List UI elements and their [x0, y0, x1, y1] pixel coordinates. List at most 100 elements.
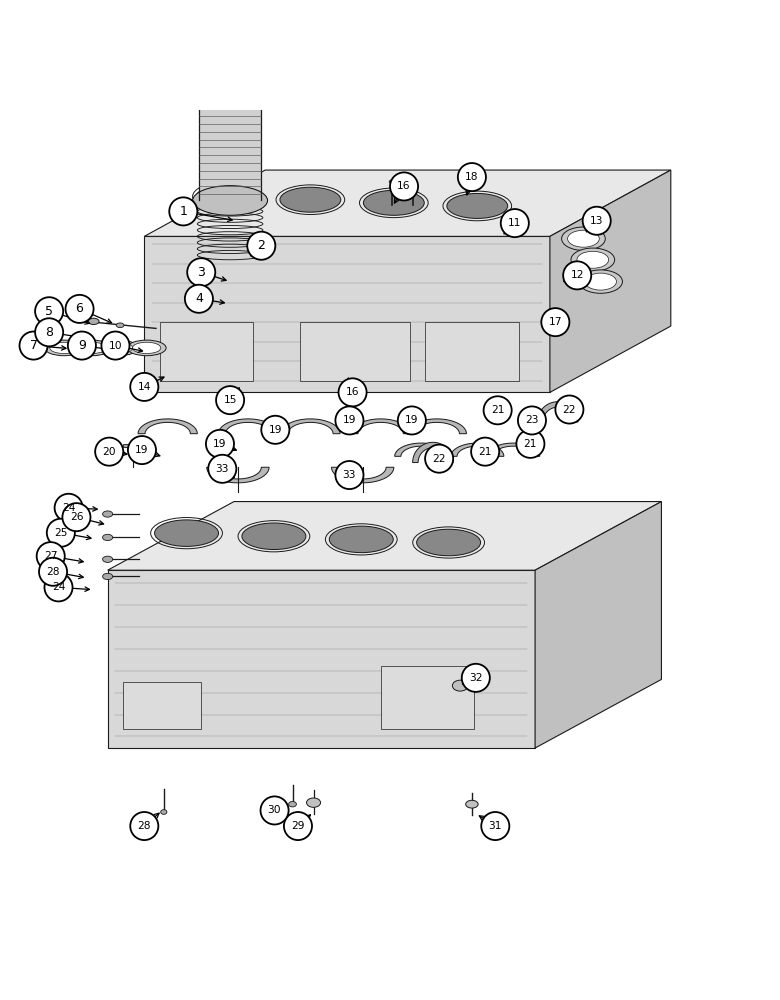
Circle shape: [481, 812, 509, 840]
Ellipse shape: [99, 340, 138, 356]
Text: 7: 7: [30, 339, 37, 352]
Ellipse shape: [417, 529, 480, 556]
Ellipse shape: [103, 556, 113, 562]
Ellipse shape: [154, 520, 218, 546]
Circle shape: [39, 558, 67, 586]
Text: 29: 29: [291, 821, 305, 831]
Polygon shape: [537, 402, 578, 422]
Text: 33: 33: [342, 470, 356, 480]
Text: 22: 22: [432, 454, 446, 464]
Polygon shape: [108, 570, 535, 748]
Circle shape: [583, 207, 611, 235]
Circle shape: [130, 812, 158, 840]
Text: 22: 22: [562, 405, 576, 415]
Text: 32: 32: [469, 673, 483, 683]
Polygon shape: [144, 170, 671, 236]
Circle shape: [335, 406, 363, 434]
Ellipse shape: [73, 340, 112, 356]
Circle shape: [35, 318, 63, 346]
Polygon shape: [207, 467, 269, 483]
Polygon shape: [535, 502, 661, 748]
Circle shape: [425, 445, 453, 473]
Circle shape: [247, 232, 275, 260]
Circle shape: [130, 373, 158, 401]
Text: 13: 13: [590, 216, 604, 226]
Circle shape: [206, 430, 234, 458]
Ellipse shape: [577, 251, 608, 268]
Ellipse shape: [466, 800, 478, 808]
Ellipse shape: [88, 318, 99, 325]
Ellipse shape: [562, 227, 605, 250]
Ellipse shape: [193, 186, 268, 215]
Circle shape: [35, 297, 63, 325]
Ellipse shape: [579, 270, 622, 293]
Circle shape: [37, 542, 65, 570]
Text: 26: 26: [69, 512, 83, 522]
Circle shape: [187, 258, 215, 286]
Ellipse shape: [447, 193, 508, 218]
Circle shape: [555, 395, 583, 424]
Ellipse shape: [571, 248, 615, 271]
Text: 24: 24: [62, 503, 76, 513]
Text: 19: 19: [342, 415, 356, 425]
Circle shape: [169, 197, 197, 225]
Ellipse shape: [50, 342, 78, 354]
Text: 18: 18: [465, 172, 479, 182]
Text: 21: 21: [523, 439, 537, 449]
Ellipse shape: [78, 342, 106, 354]
Polygon shape: [407, 419, 466, 434]
Text: 14: 14: [137, 382, 151, 392]
Ellipse shape: [103, 511, 113, 517]
Ellipse shape: [585, 273, 616, 290]
Ellipse shape: [329, 526, 393, 553]
Ellipse shape: [133, 342, 161, 354]
Text: 31: 31: [488, 821, 502, 831]
Text: 5: 5: [45, 305, 53, 318]
Text: 28: 28: [46, 567, 60, 577]
Text: 8: 8: [45, 326, 53, 339]
Ellipse shape: [197, 184, 257, 209]
Circle shape: [518, 406, 546, 434]
Circle shape: [339, 378, 367, 406]
Text: 19: 19: [135, 445, 149, 455]
Ellipse shape: [103, 534, 113, 541]
Ellipse shape: [568, 230, 599, 247]
Ellipse shape: [410, 180, 417, 184]
Text: 11: 11: [508, 218, 522, 228]
Circle shape: [458, 163, 486, 191]
Circle shape: [284, 812, 312, 840]
Circle shape: [563, 261, 591, 289]
Circle shape: [261, 416, 289, 444]
Polygon shape: [395, 443, 448, 456]
Circle shape: [68, 332, 96, 360]
Circle shape: [44, 573, 73, 601]
Text: 4: 4: [195, 292, 203, 305]
Text: 19: 19: [213, 439, 227, 449]
Text: 2: 2: [257, 239, 265, 252]
Text: 27: 27: [44, 551, 58, 561]
Ellipse shape: [127, 340, 166, 356]
Text: 24: 24: [51, 582, 66, 592]
Ellipse shape: [363, 190, 424, 215]
Polygon shape: [425, 322, 519, 381]
Text: 21: 21: [478, 447, 492, 457]
Circle shape: [541, 308, 569, 336]
Polygon shape: [300, 322, 410, 381]
Polygon shape: [108, 502, 661, 570]
Circle shape: [216, 386, 244, 414]
Text: 20: 20: [102, 447, 116, 457]
Circle shape: [128, 436, 156, 464]
Circle shape: [261, 796, 289, 824]
Polygon shape: [413, 442, 453, 463]
Ellipse shape: [389, 180, 395, 184]
Text: 23: 23: [525, 415, 539, 425]
Text: 10: 10: [108, 341, 122, 351]
Polygon shape: [144, 236, 550, 392]
Polygon shape: [138, 419, 197, 434]
Text: 21: 21: [491, 405, 505, 415]
Text: 9: 9: [78, 339, 86, 352]
Circle shape: [101, 332, 129, 360]
Circle shape: [55, 494, 83, 522]
Text: 1: 1: [179, 205, 187, 218]
Circle shape: [47, 519, 75, 547]
